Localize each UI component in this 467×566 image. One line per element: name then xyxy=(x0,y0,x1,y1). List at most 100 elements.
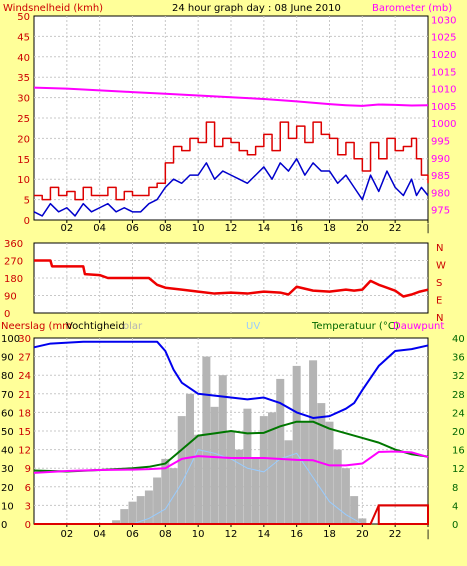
humidity-axis-title: Vochtigheid xyxy=(66,321,125,332)
temperature-tick-label: 0 xyxy=(452,520,458,531)
wind-speed-tick-label: 50 xyxy=(17,12,30,23)
solar-bar xyxy=(341,468,350,524)
humidity-tick-label: 0 xyxy=(1,520,7,531)
temperature-tick-label: 8 xyxy=(452,483,458,494)
rain-axis-title: Neerslag (mm xyxy=(1,321,72,332)
x-tick-label: 08 xyxy=(159,223,172,234)
solar-bar xyxy=(268,412,277,524)
uv-axis-title: UV xyxy=(246,321,260,332)
x-tick-label: 22 xyxy=(389,529,402,540)
x-tick-label: 02 xyxy=(60,529,73,540)
x-tick-label: 20 xyxy=(356,223,369,234)
x-tick-label: | xyxy=(426,529,429,540)
temperature-tick-label: 36 xyxy=(452,353,465,364)
wind-speed-tick-label: 40 xyxy=(17,53,30,64)
barometer-tick-label: 1020 xyxy=(431,50,456,61)
barometer-tick-label: 1010 xyxy=(431,85,456,96)
x-tick-label: 16 xyxy=(290,529,303,540)
solar-bar xyxy=(153,477,162,524)
solar-bar xyxy=(243,408,252,524)
solar-bar xyxy=(350,496,359,524)
temperature-tick-label: 20 xyxy=(452,427,465,438)
solar-bar xyxy=(202,356,211,524)
barometer-tick-label: 1015 xyxy=(431,67,456,78)
dewpoint-axis-title: Dauwpunt xyxy=(393,321,444,332)
rain-tick-label: 3 xyxy=(25,501,31,512)
x-tick-label: 16 xyxy=(290,223,303,234)
wind-speed-tick-label: 15 xyxy=(17,155,30,166)
solar-bar xyxy=(144,490,153,524)
barometer-tick-label: 1030 xyxy=(431,15,456,26)
barometer-tick-label: 985 xyxy=(431,171,450,182)
wind-speed-tick-label: 20 xyxy=(17,134,30,145)
rain-total-box xyxy=(377,504,429,525)
solar-bar xyxy=(210,406,219,524)
rain-tick-label: 0 xyxy=(25,520,31,531)
wind-direction-tick-label: 90 xyxy=(4,292,17,303)
humidity-tick-label: 80 xyxy=(1,371,14,382)
temperature-axis-title: Temperatuur (°C) xyxy=(311,321,399,332)
solar-bar xyxy=(235,449,244,524)
wind-barometer-panel: 0510152025303540455097598098599099510001… xyxy=(17,12,456,234)
humidity-tick-label: 30 xyxy=(1,464,14,475)
solar-bar xyxy=(112,520,121,524)
rain-tick-label: 6 xyxy=(25,483,31,494)
humidity-tick-label: 70 xyxy=(1,390,14,401)
solar-bar xyxy=(194,434,203,524)
rain-tick-label: 15 xyxy=(18,427,31,438)
solar-bar xyxy=(333,449,342,524)
solar-bar xyxy=(218,375,227,524)
temperature-tick-label: 16 xyxy=(452,446,465,457)
wind-direction-tick-label: 360 xyxy=(4,239,23,250)
uv-line xyxy=(132,449,363,525)
wind-direction-tick-label: 270 xyxy=(4,257,23,268)
x-tick-label: 22 xyxy=(389,223,402,234)
barometer-tick-label: 975 xyxy=(431,206,450,217)
solar-bar xyxy=(227,431,235,524)
barometer-tick-label: 1025 xyxy=(431,33,456,44)
solar-bar xyxy=(185,393,194,524)
humidity-tick-label: 20 xyxy=(1,483,14,494)
solar-bar xyxy=(177,416,186,524)
rain-tick-label: 24 xyxy=(18,371,31,382)
rain-tick-label: 30 xyxy=(18,334,31,345)
wind-speed-axis-title: Windsnelheid (kmh) xyxy=(3,3,103,14)
barometer-axis-title: Barometer (mb) xyxy=(372,3,452,14)
humidity-tick-label: 60 xyxy=(1,408,14,419)
temperature-line xyxy=(33,420,429,473)
temperature-tick-label: 12 xyxy=(452,464,465,475)
compass-label: N xyxy=(436,243,443,254)
solar-bar xyxy=(136,496,145,524)
x-tick-label: 20 xyxy=(356,529,369,540)
rain-tick-label: 21 xyxy=(18,390,31,401)
x-tick-label: 04 xyxy=(93,223,106,234)
solar-bar xyxy=(284,440,293,524)
compass-label: N xyxy=(436,313,443,324)
wind-direction-line xyxy=(34,259,429,298)
solar-bar xyxy=(128,501,137,524)
compass-label: S xyxy=(436,278,442,289)
solar-axis-title: olar xyxy=(123,321,143,332)
x-tick-label: 18 xyxy=(323,529,336,540)
solar-bar xyxy=(161,458,170,524)
x-tick-label: 06 xyxy=(126,223,139,234)
x-tick-label: 10 xyxy=(192,529,205,540)
temperature-tick-label: 28 xyxy=(452,390,465,401)
solar-bar xyxy=(309,360,318,524)
rain-tick-label: 18 xyxy=(18,408,31,419)
rain-tick-label: 27 xyxy=(18,353,31,364)
x-tick-label: 10 xyxy=(192,223,205,234)
wind-speed-tick-label: 25 xyxy=(17,114,30,125)
x-tick-label: 08 xyxy=(159,529,172,540)
x-tick-label: 04 xyxy=(93,529,106,540)
wind-direction-tick-label: 180 xyxy=(4,274,23,285)
x-tick-label: 06 xyxy=(126,529,139,540)
barometer-tick-label: 1000 xyxy=(431,119,456,130)
humidity-line xyxy=(33,340,429,419)
temperature-tick-label: 24 xyxy=(452,408,465,419)
chart-title: 24 hour graph day : 08 June 2010 xyxy=(172,3,341,14)
solar-bar xyxy=(120,509,129,524)
wind-gust-line xyxy=(34,121,429,201)
